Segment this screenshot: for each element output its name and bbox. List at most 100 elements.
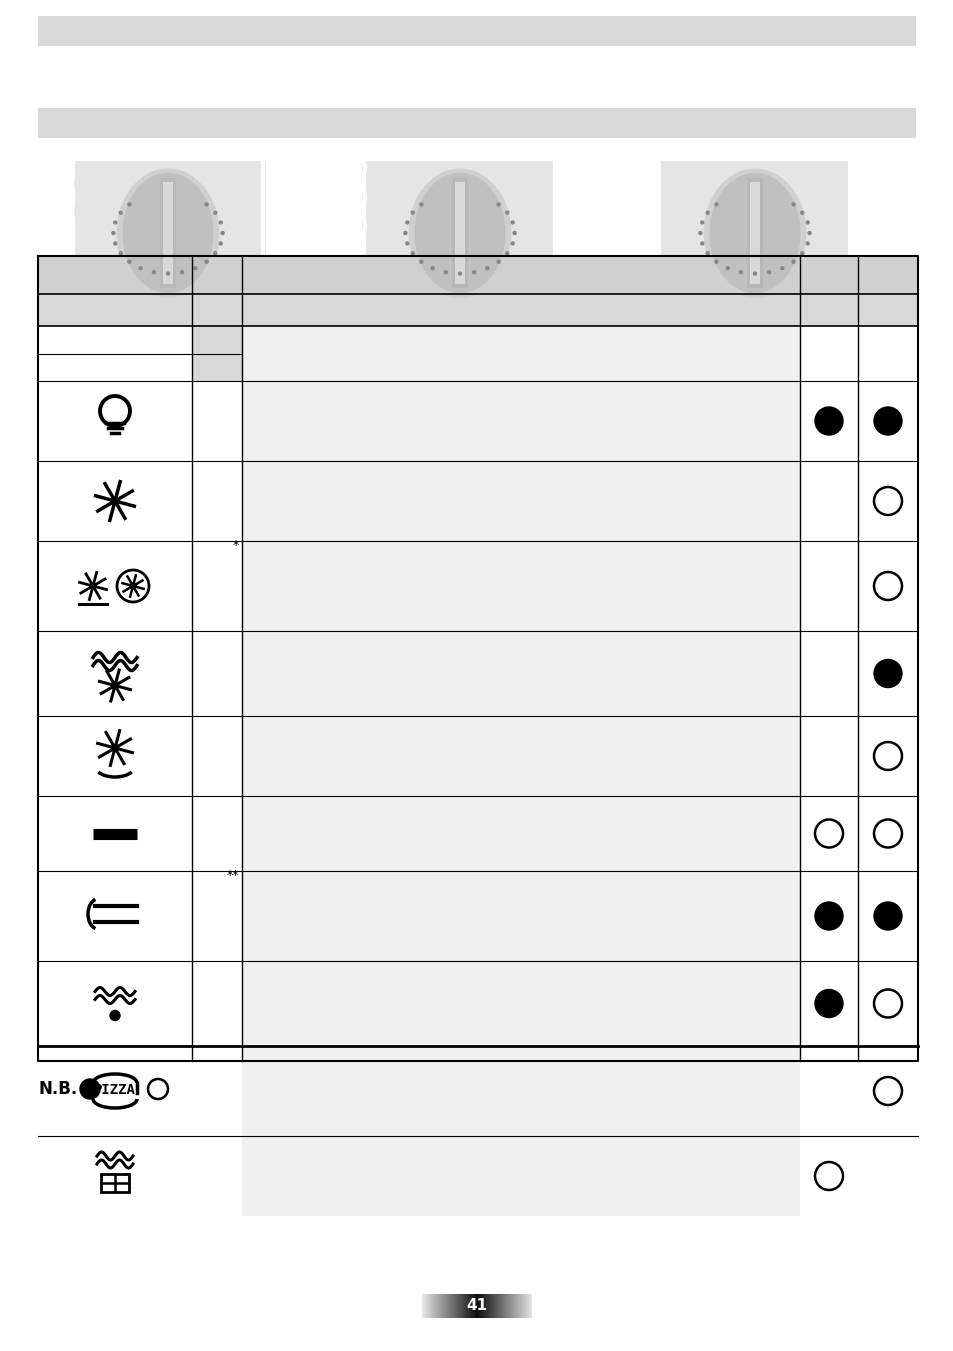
Bar — [800, 1136, 917, 1216]
Circle shape — [780, 266, 783, 270]
Bar — [432, 1294, 433, 1319]
Bar — [488, 1294, 489, 1319]
Circle shape — [700, 242, 703, 245]
Circle shape — [219, 242, 222, 245]
Circle shape — [139, 266, 142, 270]
Circle shape — [807, 231, 810, 235]
Circle shape — [753, 272, 756, 276]
Bar — [510, 1294, 511, 1319]
Circle shape — [431, 266, 434, 270]
Bar — [472, 1294, 473, 1319]
Bar — [242, 461, 800, 540]
Bar — [800, 381, 917, 461]
Bar — [496, 1294, 497, 1319]
Circle shape — [110, 1011, 120, 1020]
Bar — [519, 1294, 520, 1319]
Bar — [800, 540, 917, 631]
Bar — [426, 1294, 427, 1319]
Bar — [453, 1294, 454, 1319]
Circle shape — [205, 261, 208, 263]
Bar — [749, 182, 760, 284]
Bar — [476, 1294, 477, 1319]
Circle shape — [791, 203, 794, 205]
Bar — [242, 871, 800, 961]
Bar — [516, 1294, 517, 1319]
Bar — [800, 716, 917, 796]
Bar — [506, 1294, 507, 1319]
Bar — [452, 178, 467, 288]
Bar — [459, 1294, 460, 1319]
Bar — [492, 1294, 493, 1319]
Bar — [468, 1294, 469, 1319]
Bar — [38, 796, 242, 871]
Circle shape — [167, 272, 170, 276]
Ellipse shape — [409, 169, 510, 297]
Circle shape — [152, 270, 155, 274]
Bar — [454, 1294, 455, 1319]
Circle shape — [458, 272, 461, 276]
Bar — [461, 1294, 462, 1319]
Bar — [362, 161, 557, 305]
Bar — [800, 326, 917, 381]
Circle shape — [111, 497, 119, 505]
Ellipse shape — [415, 173, 504, 292]
Bar — [242, 961, 800, 1046]
Bar — [657, 161, 852, 305]
Bar — [427, 1294, 428, 1319]
Bar — [530, 1294, 531, 1319]
Circle shape — [444, 270, 447, 274]
Ellipse shape — [709, 173, 799, 292]
Bar — [460, 1294, 461, 1319]
Bar — [481, 1294, 482, 1319]
Bar — [529, 1294, 530, 1319]
Bar — [439, 1294, 440, 1319]
Circle shape — [800, 211, 803, 215]
Text: N.B.: N.B. — [38, 1079, 77, 1098]
Bar — [517, 1294, 518, 1319]
Bar — [38, 381, 242, 461]
Bar — [486, 1294, 488, 1319]
Bar — [442, 1294, 443, 1319]
Bar — [38, 326, 242, 381]
Bar — [504, 1294, 505, 1319]
Bar — [462, 1294, 463, 1319]
Circle shape — [791, 261, 794, 263]
Bar — [38, 716, 242, 796]
Bar — [497, 1294, 498, 1319]
Bar — [500, 1294, 501, 1319]
Bar — [484, 1294, 485, 1319]
Bar — [520, 1294, 521, 1319]
Bar — [242, 295, 800, 326]
Circle shape — [485, 266, 488, 270]
Circle shape — [714, 203, 718, 205]
Text: PIZZA: PIZZA — [94, 1084, 135, 1097]
Bar — [458, 1294, 459, 1319]
Bar — [38, 255, 917, 295]
Bar — [441, 1294, 442, 1319]
Bar — [480, 1294, 481, 1319]
Circle shape — [193, 266, 196, 270]
Bar — [433, 1294, 434, 1319]
Bar — [505, 1294, 506, 1319]
Bar — [163, 182, 172, 284]
Circle shape — [213, 211, 216, 215]
Bar — [421, 1294, 422, 1319]
Bar — [800, 796, 917, 871]
Bar — [482, 1294, 483, 1319]
Bar — [479, 1294, 480, 1319]
Bar — [455, 1294, 456, 1319]
Bar — [192, 295, 242, 326]
Bar — [471, 1294, 472, 1319]
Circle shape — [128, 261, 131, 263]
Circle shape — [405, 222, 408, 224]
Circle shape — [90, 584, 96, 589]
Circle shape — [180, 270, 183, 274]
Circle shape — [411, 211, 414, 215]
Bar — [444, 1294, 446, 1319]
Bar — [428, 1294, 429, 1319]
Bar — [424, 1294, 426, 1319]
Bar — [242, 796, 800, 871]
Circle shape — [472, 270, 476, 274]
Bar — [531, 1294, 532, 1319]
Bar — [470, 1294, 471, 1319]
